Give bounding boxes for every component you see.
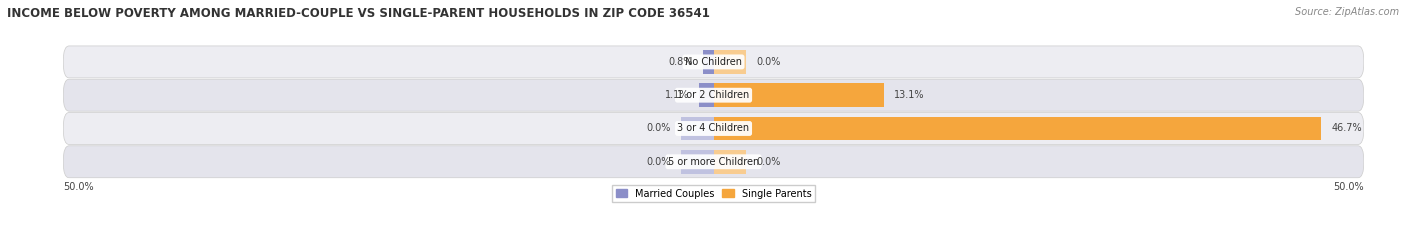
Text: 1.1%: 1.1% — [665, 90, 689, 100]
Bar — [713, 50, 747, 74]
FancyBboxPatch shape — [63, 79, 1364, 111]
Text: No Children: No Children — [685, 57, 742, 67]
Text: 46.7%: 46.7% — [1331, 123, 1362, 134]
Text: 13.1%: 13.1% — [894, 90, 925, 100]
Text: 0.0%: 0.0% — [647, 157, 671, 167]
Text: 5 or more Children: 5 or more Children — [668, 157, 759, 167]
Text: 0.0%: 0.0% — [756, 57, 780, 67]
Text: 0.8%: 0.8% — [668, 57, 693, 67]
Text: 50.0%: 50.0% — [1333, 182, 1364, 192]
Text: 1 or 2 Children: 1 or 2 Children — [678, 90, 749, 100]
Bar — [681, 116, 713, 140]
FancyBboxPatch shape — [63, 46, 1364, 78]
Bar — [681, 150, 713, 174]
Text: 50.0%: 50.0% — [63, 182, 94, 192]
Bar — [703, 50, 713, 74]
Legend: Married Couples, Single Parents: Married Couples, Single Parents — [612, 185, 815, 202]
Text: 0.0%: 0.0% — [647, 123, 671, 134]
Bar — [713, 116, 1320, 140]
Text: Source: ZipAtlas.com: Source: ZipAtlas.com — [1295, 7, 1399, 17]
FancyBboxPatch shape — [63, 113, 1364, 144]
Text: INCOME BELOW POVERTY AMONG MARRIED-COUPLE VS SINGLE-PARENT HOUSEHOLDS IN ZIP COD: INCOME BELOW POVERTY AMONG MARRIED-COUPL… — [7, 7, 710, 20]
Text: 0.0%: 0.0% — [756, 157, 780, 167]
Text: 3 or 4 Children: 3 or 4 Children — [678, 123, 749, 134]
Bar — [713, 150, 747, 174]
FancyBboxPatch shape — [63, 146, 1364, 178]
Bar — [699, 83, 713, 107]
Bar — [713, 83, 884, 107]
